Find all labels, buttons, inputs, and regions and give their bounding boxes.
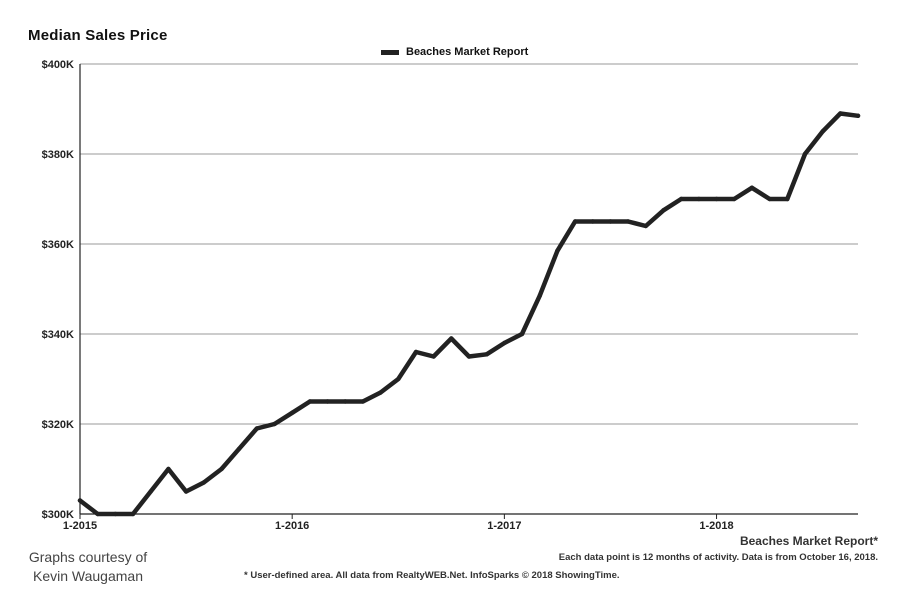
y-tick-label: $360K <box>42 239 74 251</box>
data-point <box>572 219 578 224</box>
y-tick-label: $320K <box>42 419 74 431</box>
x-tick-labels: 1-2015 1-2016 1-2017 1-2018 <box>63 514 734 532</box>
data-point <box>236 446 242 451</box>
data-point <box>625 219 631 224</box>
data-point <box>820 129 825 134</box>
data-point <box>749 185 755 190</box>
x-tick-label: 1-2017 <box>487 520 521 532</box>
series-line <box>77 111 861 517</box>
credit-line-1: Graphs courtesy of <box>28 549 148 565</box>
data-point <box>307 399 313 404</box>
data-point <box>413 349 419 355</box>
data-point <box>643 223 649 229</box>
y-tick-label: $380K <box>42 149 74 161</box>
y-tick-label: $300K <box>42 509 74 521</box>
data-point <box>678 196 684 202</box>
data-point <box>431 354 436 359</box>
data-point <box>732 196 737 202</box>
data-point <box>201 480 206 485</box>
data-point <box>378 390 383 395</box>
legend-swatch <box>381 49 399 55</box>
legend: Beaches Market Report <box>381 46 528 58</box>
data-point <box>466 354 472 359</box>
legend-label: Beaches Market Report <box>406 46 529 58</box>
data-point <box>289 410 295 415</box>
y-tick-labels: $300K $320K $340K $360K $380K $400K <box>42 59 74 521</box>
disclaimer: * User-defined area. All data from Realt… <box>244 570 620 581</box>
data-point <box>148 489 153 494</box>
source-label: Beaches Market Report* <box>739 534 878 548</box>
data-point <box>166 466 171 472</box>
data-point <box>272 421 277 427</box>
data-point <box>254 426 260 431</box>
data-point <box>502 340 507 346</box>
data-point <box>95 511 100 517</box>
data-point <box>396 376 401 382</box>
data-point <box>183 489 189 494</box>
data-point <box>608 219 613 224</box>
data-point <box>838 111 843 116</box>
chart-title: Median Sales Price <box>28 27 168 44</box>
x-tick-label: 1-2018 <box>699 520 733 532</box>
data-point <box>130 511 136 517</box>
x-tick-label: 1-2015 <box>63 520 97 532</box>
data-point <box>714 196 719 202</box>
data-point <box>484 352 489 357</box>
data-point <box>77 498 83 503</box>
y-tick-label: $340K <box>42 329 74 341</box>
data-point <box>113 511 118 517</box>
data-point <box>855 113 861 118</box>
data-point <box>519 331 525 337</box>
credit-line-2: Kevin Waugaman <box>33 568 143 584</box>
data-point <box>767 196 772 202</box>
data-point <box>219 466 224 472</box>
data-note: Each data point is 12 months of activity… <box>558 552 878 563</box>
data-point <box>785 196 790 202</box>
data-point <box>661 208 666 213</box>
data-point <box>802 151 808 157</box>
data-point <box>555 248 560 253</box>
y-tick-label: $400K <box>42 59 74 71</box>
series-layer <box>77 111 861 517</box>
data-point <box>537 293 542 298</box>
x-tick-label: 1-2016 <box>275 520 309 532</box>
axes <box>79 64 858 515</box>
data-point <box>360 399 366 404</box>
data-point <box>325 399 330 404</box>
data-point <box>590 219 595 224</box>
data-point <box>449 336 454 341</box>
data-point <box>343 399 348 404</box>
data-point <box>696 196 702 202</box>
gridlines <box>80 63 858 515</box>
